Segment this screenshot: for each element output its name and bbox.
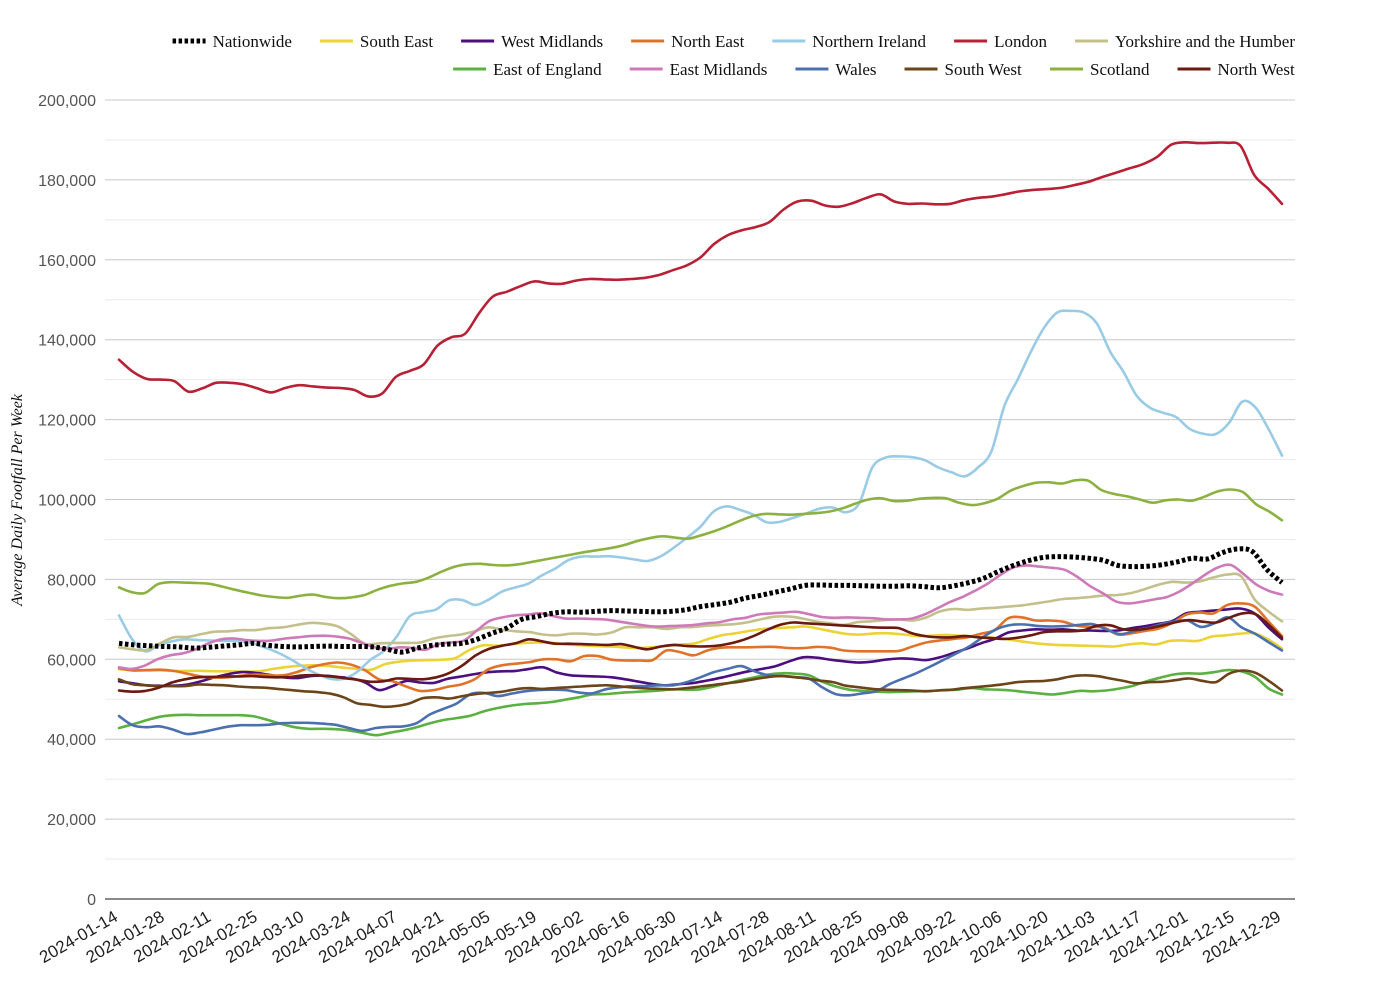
y-tick-label: 40,000 <box>47 732 96 749</box>
legend-item-london: London <box>954 32 1047 51</box>
legend-label: Wales <box>835 60 876 79</box>
legend-item-north-east: North East <box>631 32 745 51</box>
legend-item-nationwide: Nationwide <box>172 32 292 51</box>
series-line-east-of-england <box>117 668 1284 737</box>
y-tick-label: 80,000 <box>47 572 96 589</box>
legend-item-north-west: North West <box>1177 60 1295 79</box>
y-axis-ticks: 0 20,000 40,000 60,000 80,000 100,000 120,000 1… <box>38 93 96 909</box>
legend-label: Scotland <box>1090 60 1150 79</box>
y-tick-label: 200,000 <box>38 93 96 110</box>
legend-item-south-east: South East <box>319 32 433 51</box>
series-line-wales <box>117 616 1284 736</box>
legend-item-scotland: Scotland <box>1050 60 1150 79</box>
gridlines <box>105 99 1295 900</box>
y-tick-label: 120,000 <box>38 413 96 430</box>
series-line-north-east <box>117 601 1284 693</box>
series-lines <box>117 140 1284 737</box>
x-axis-ticks: 2024-01-142024-01-282024-02-112024-02-25… <box>36 907 1284 967</box>
y-tick-label: 160,000 <box>38 253 96 270</box>
legend-label: South East <box>360 32 433 51</box>
y-tick-label: 100,000 <box>38 493 96 510</box>
series-line-nationwide <box>118 546 1284 655</box>
y-axis-label: Average Daily Footfall Per Week <box>9 393 26 607</box>
legend-label: West Midlands <box>501 32 603 51</box>
legend-label: North East <box>671 32 744 51</box>
y-tick-label: 0 <box>87 892 96 909</box>
series-line-yorkshire-and-the-humber <box>117 572 1284 652</box>
legend-label: East Midlands <box>670 60 768 79</box>
legend-item-east-midlands: East Midlands <box>629 60 768 79</box>
y-tick-label: 20,000 <box>47 812 96 829</box>
legend-label: Yorkshire and the Humber <box>1115 32 1295 51</box>
legend-item-west-midlands: West Midlands <box>461 32 603 51</box>
legend-item-wales: Wales <box>795 60 877 79</box>
legend-label: London <box>994 32 1047 51</box>
legend-label: South West <box>945 60 1022 79</box>
legend-label: North West <box>1218 60 1295 79</box>
legend: Nationwide South East West Midlands North E… <box>172 32 1295 79</box>
series-line-london <box>117 140 1284 398</box>
y-tick-label: 140,000 <box>38 333 96 350</box>
legend-label: Northern Ireland <box>812 32 926 51</box>
series-line-northern-ireland <box>117 309 1284 681</box>
y-tick-label: 180,000 <box>38 173 96 190</box>
legend-label: Nationwide <box>213 32 292 51</box>
legend-item-yorkshire-and-the-humber: Yorkshire and the Humber <box>1074 32 1295 51</box>
series-line-east-midlands <box>117 563 1284 671</box>
y-tick-label: 60,000 <box>47 652 96 669</box>
legend-item-northern-ireland: Northern Ireland <box>772 32 927 51</box>
series-line-south-west <box>117 669 1284 709</box>
series-line-north-west <box>117 611 1284 693</box>
legend-item-east-of-england: East of England <box>453 60 602 79</box>
legend-item-south-west: South West <box>904 60 1022 79</box>
legend-label: East of England <box>493 60 602 79</box>
series-line-scotland <box>117 478 1284 600</box>
